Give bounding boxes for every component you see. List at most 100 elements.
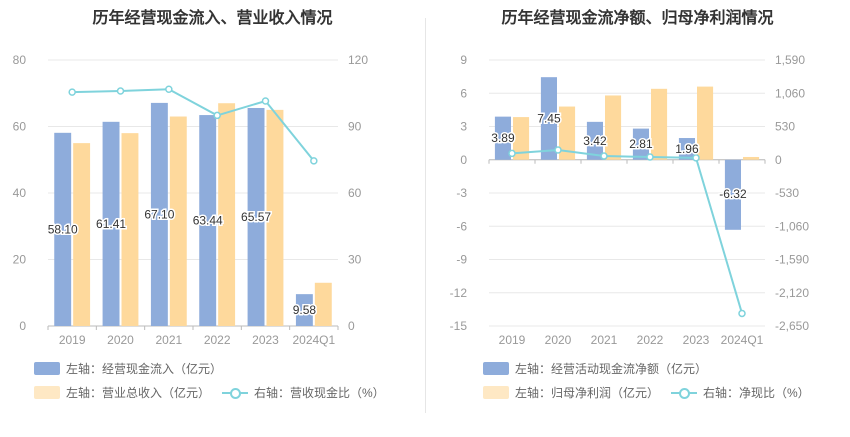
legend-label: 左轴：归母净利润（亿元） <box>515 386 660 400</box>
ratio-point-2023 <box>261 97 270 105</box>
chart-title: 历年经营现金流入、营业收入情况 <box>92 10 333 27</box>
y-left-tick-label: 0 <box>19 319 26 333</box>
legend-item-cash-inflow[interactable]: 左轴：经营现金流入（亿元） <box>34 360 222 377</box>
data-label-2020: 7.45 <box>537 111 561 125</box>
data-label-2022: 2.81 <box>629 137 653 151</box>
x-tick-label: 2022 <box>204 333 231 347</box>
y-left-tick-label: 3 <box>460 120 467 134</box>
chart-panel-cash-inflow-revenue: 历年经营现金流入、营业收入情况 0 0 20 30 40 60 60 90 80 120 2019 2… <box>13 10 385 401</box>
legend-swatch-blue <box>483 362 509 375</box>
bar-2021-series2 <box>605 95 622 160</box>
bar-2023-series2 <box>266 109 284 326</box>
bar-2020-series2 <box>559 106 576 160</box>
bar-2024Q1-series2 <box>314 282 332 326</box>
bar-2020-series1 <box>540 77 557 160</box>
y-left-tick-label: 80 <box>13 53 27 67</box>
data-label-2023: 65.57 <box>241 210 271 224</box>
legend-label: 左轴：经营现金流入（亿元） <box>66 362 223 376</box>
data-label-2024Q1: -6.32 <box>719 187 747 201</box>
bar-2019-series2 <box>73 143 91 326</box>
y-right-tick-label: -530 <box>775 186 799 200</box>
y-right-tick-label: -1,060 <box>775 219 809 233</box>
panel-divider <box>425 18 426 413</box>
ratio-point-2021 <box>165 85 173 94</box>
bar-2020-series1 <box>102 121 120 326</box>
bar-2022-series1 <box>632 128 649 160</box>
y-left-tick-label: -9 <box>456 253 467 267</box>
bar-2019-series1 <box>54 132 72 326</box>
legend-swatch-blue <box>34 362 60 375</box>
ratio-point-2019 <box>68 88 76 96</box>
y-left-tick-label: 60 <box>13 120 27 134</box>
legend-swatch-orange <box>34 386 60 399</box>
bar-2020-series2 <box>121 133 139 326</box>
data-label-2019: 3.89 <box>491 131 515 145</box>
bar-2023-series1 <box>678 138 695 160</box>
data-label-2021: 3.42 <box>583 134 607 148</box>
y-left-tick-label: -15 <box>450 319 468 333</box>
y-right-tick-label: -2,120 <box>775 286 809 300</box>
legend-item-revenue[interactable]: 左轴：营业总收入（亿元） <box>34 384 210 401</box>
x-tick-label: 2023 <box>252 333 279 347</box>
data-label-2021: 67.10 <box>144 207 174 221</box>
ratio-point-2023 <box>692 154 700 162</box>
chart-net-cash-net-profit: 9 1,590 6 1,060 3 530 0 0 -3 -530 -6 -1,060 -9 -1,590… <box>450 53 810 347</box>
chart-cash-inflow-revenue: 0 0 20 30 40 60 60 90 80 120 2019 2020 2021 2022 2023 2… <box>13 53 369 347</box>
legend-label: 右轴：净现比（%） <box>703 386 810 400</box>
x-tick-label: 2019 <box>499 333 526 347</box>
y-left-tick-label: 9 <box>460 53 467 67</box>
ratio-point-2021 <box>600 152 608 160</box>
x-tick-label: 2021 <box>591 333 618 347</box>
bar-2022-series1 <box>199 115 217 326</box>
data-label-2024Q1: 9.58 <box>293 303 317 317</box>
chart-title: 历年经营现金流净额、归母净利润情况 <box>501 10 774 27</box>
y-right-tick-label: 530 <box>775 120 795 134</box>
bar-2022-series2 <box>218 103 236 326</box>
x-tick-label: 2020 <box>107 333 134 347</box>
bar-2019-series1 <box>494 116 511 160</box>
x-tick-label: 2024Q1 <box>721 333 764 347</box>
legend-item-net-profit[interactable]: 左轴：归母净利润（亿元） <box>483 384 659 401</box>
x-tick-label: 2021 <box>155 333 182 347</box>
ratio-point-2024Q1 <box>738 309 746 318</box>
y-right-tick-label: 60 <box>348 186 362 200</box>
x-tick-label: 2023 <box>683 333 710 347</box>
y-right-tick-label: -1,590 <box>775 253 809 267</box>
legend-swatch-orange <box>483 386 509 399</box>
y-right-tick-label: 0 <box>348 319 355 333</box>
y-left-tick-label: 6 <box>460 86 467 100</box>
data-label-2020: 61.41 <box>96 217 126 231</box>
bar-2019-series2 <box>513 117 530 160</box>
bar-2024Q1-series2 <box>743 156 760 160</box>
legend-label: 左轴：经营活动现金流净额（亿元） <box>515 362 708 376</box>
ratio-point-2019 <box>508 149 516 158</box>
ratio-point-2020 <box>554 146 562 154</box>
legend-swatch-line <box>671 386 697 399</box>
ratio-point-2022 <box>213 111 221 120</box>
legend-label: 右轴：营收现金比（%） <box>254 386 385 400</box>
bar-2023-series1 <box>247 107 265 326</box>
y-left-tick-label: -3 <box>456 186 467 200</box>
y-left-tick-label: 0 <box>460 153 467 167</box>
y-right-tick-label: 90 <box>348 120 362 134</box>
y-right-tick-label: 120 <box>348 53 368 67</box>
legend-label: 左轴：营业总收入（亿元） <box>66 386 211 400</box>
y-right-tick-label: 1,060 <box>775 86 805 100</box>
ratio-line <box>72 88 315 162</box>
legend-item-net-operating-cash[interactable]: 左轴：经营活动现金流净额（亿元） <box>483 360 707 377</box>
y-left-tick-label: -6 <box>456 219 467 233</box>
ratio-point-2020 <box>116 87 125 95</box>
y-left-tick-label: 20 <box>13 253 27 267</box>
ratio-line <box>511 149 743 314</box>
bar-2024Q1-series1 <box>724 159 741 230</box>
legend-item-revenue-cash-ratio[interactable]: 右轴：营收现金比（%） <box>222 384 385 401</box>
y-left-tick-label: -12 <box>450 286 468 300</box>
bar-2021-series1 <box>586 121 603 160</box>
y-right-tick-label: 1,590 <box>775 53 805 67</box>
bar-2021-series2 <box>169 116 187 327</box>
legend-item-net-cash-ratio[interactable]: 右轴：净现比（%） <box>671 384 810 401</box>
ratio-point-2022 <box>646 153 654 161</box>
y-right-tick-label: 30 <box>348 253 362 267</box>
chart-panel-net-cash-net-profit: 历年经营现金流净额、归母净利润情况 9 1,590 6 1,060 3 530 0 0 -3 -5… <box>425 0 850 437</box>
y-left-tick-label: 40 <box>13 186 27 200</box>
